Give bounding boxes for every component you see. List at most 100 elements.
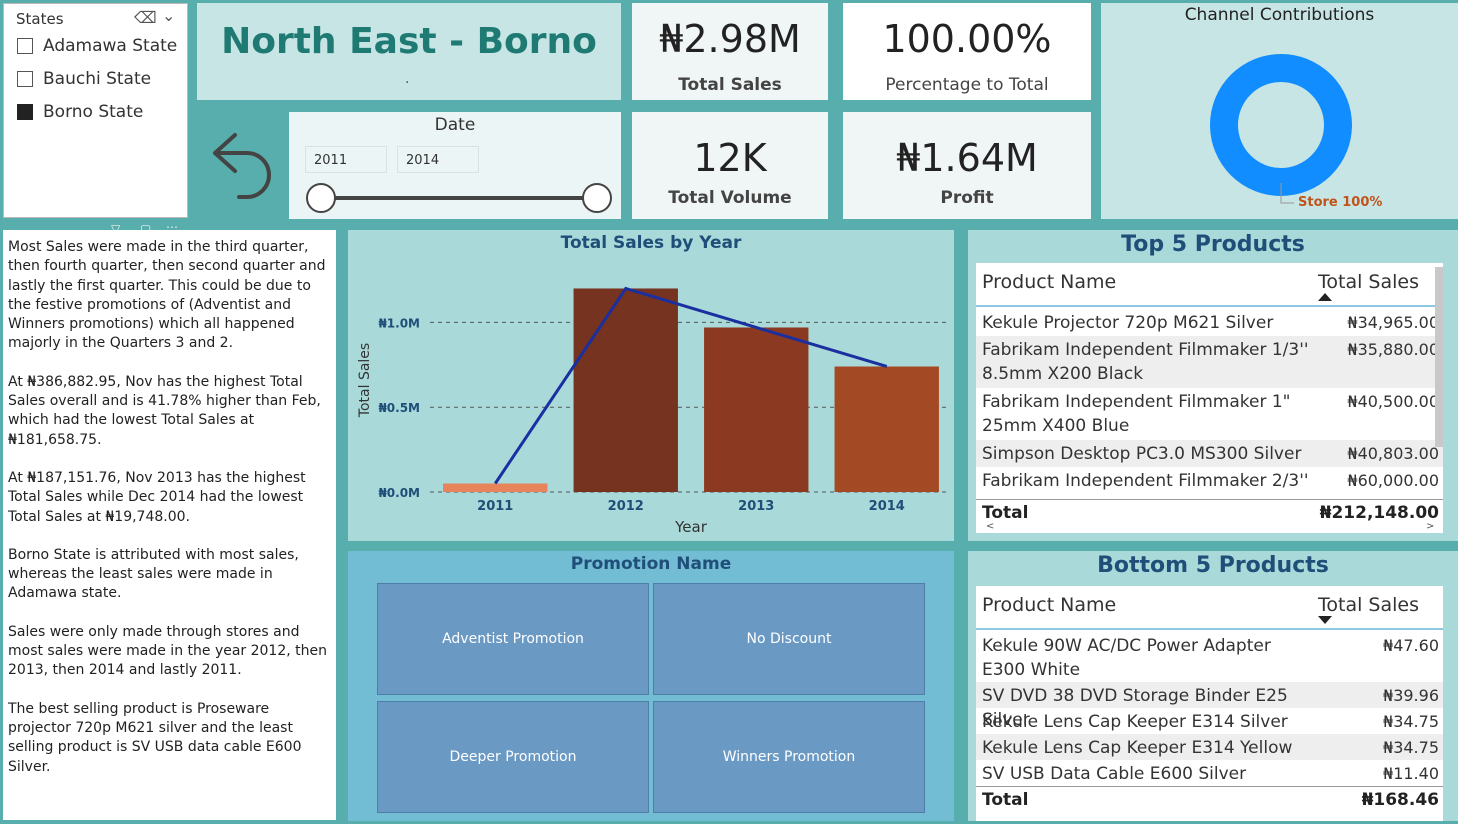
bar[interactable]: [443, 483, 548, 492]
table-header: Product Name Total Sales: [976, 263, 1443, 307]
table-body: Product Name Total Sales Kekule Projecto…: [976, 263, 1443, 533]
profit-label: Profit: [940, 188, 994, 208]
product-name-cell: Simpson Desktop PC3.0 MS300 Silver: [982, 444, 1302, 464]
bar[interactable]: [573, 288, 678, 492]
horizontal-scrollbar[interactable]: < >: [976, 521, 1443, 533]
total-value: ₦212,148.00: [1319, 503, 1439, 523]
y-tick-label: ₦0.5M: [378, 401, 420, 415]
promo-tile-winners[interactable]: Winners Promotion: [653, 701, 925, 813]
sort-ascending-icon[interactable]: [1318, 293, 1332, 301]
back-button[interactable]: [205, 125, 280, 205]
donut-slice-store[interactable]: [1210, 54, 1352, 196]
table-total-row: Total ₦168.46: [976, 786, 1443, 813]
table-row[interactable]: Kekule Lens Cap Keeper E314 Silver ₦34.7…: [976, 708, 1443, 734]
sales-cell: ₦34,965.00: [1347, 313, 1439, 332]
channel-contributions-chart: Channel Contributions Store 100%: [1101, 3, 1458, 219]
date-range-track[interactable]: [319, 196, 597, 200]
checkbox[interactable]: [17, 38, 33, 54]
sales-cell: ₦40,803.00: [1347, 444, 1439, 463]
y-axis-label: Total Sales: [357, 343, 373, 418]
scroll-right-icon[interactable]: >: [1426, 521, 1435, 532]
sort-descending-icon[interactable]: [1318, 616, 1332, 624]
sales-cell: ₦60,000.00: [1347, 471, 1439, 490]
promo-tile-deeper[interactable]: Deeper Promotion: [377, 701, 649, 813]
promotion-slicer: Promotion Name Adventist Promotion No Di…: [348, 551, 954, 821]
total-volume-card: 12K Total Volume: [632, 112, 828, 219]
donut-slice-label: Store 100%: [1298, 195, 1383, 210]
insights-text: Most Sales were made in the third quarte…: [3, 230, 336, 820]
table-row[interactable]: Fabrikam Independent Filmmaker 1/3'' 8.5…: [976, 336, 1443, 388]
percentage-value: 100.00%: [882, 17, 1052, 61]
insight-paragraph: At ₦386,882.95, Nov has the highest Tota…: [8, 373, 321, 448]
slicer-option-label: Borno State: [43, 102, 144, 122]
table-row[interactable]: Fabrikam Independent Filmmaker 2/3'' ₦60…: [976, 467, 1443, 494]
table-total-row: Total ₦212,148.00: [976, 499, 1443, 526]
eraser-icon[interactable]: ⌫: [134, 8, 157, 27]
checkbox-checked[interactable]: [17, 104, 33, 120]
filter-icon[interactable]: ▽: [111, 222, 121, 236]
product-name-cell: Fabrikam Independent Filmmaker 2/3'': [982, 471, 1309, 491]
product-name-cell: Kekule Lens Cap Keeper E314 Yellow: [982, 738, 1293, 758]
sales-cell: ₦34.75: [1383, 738, 1439, 757]
date-start-field[interactable]: 2011: [305, 146, 387, 173]
table-title: Top 5 Products: [1121, 232, 1305, 257]
date-end-field[interactable]: 2014: [397, 146, 479, 173]
table-row[interactable]: SV DVD 38 DVD Storage Binder E25 Silver …: [976, 682, 1443, 730]
sales-by-year-chart: Total Sales by Year ₦0.0M ₦0.5M ₦1.0M 2011 2…: [348, 230, 954, 541]
promotion-title: Promotion Name: [570, 554, 732, 574]
total-sales-value: ₦2.98M: [659, 17, 801, 61]
slicer-option-bauchi[interactable]: Bauchi State: [17, 67, 151, 91]
profit-value: ₦1.64M: [896, 136, 1038, 180]
focus-mode-icon[interactable]: ▢: [140, 222, 152, 236]
chart-title: Total Sales by Year: [560, 233, 742, 253]
insight-paragraph: At ₦187,151.76, Nov 2013 has the highest…: [8, 469, 306, 525]
x-tick-label: 2012: [608, 499, 644, 514]
donut-chart: [1210, 54, 1352, 204]
slicer-option-adamawa[interactable]: Adamawa State: [17, 34, 177, 58]
column-header-product[interactable]: Product Name: [982, 271, 1117, 293]
insight-paragraph: Borno State is attributed with most sale…: [8, 546, 299, 602]
promo-tile-no-discount[interactable]: No Discount: [653, 583, 925, 695]
promo-tile-adventist[interactable]: Adventist Promotion: [377, 583, 649, 695]
table-row[interactable]: SV USB Data Cable E600 Silver ₦11.40: [976, 760, 1443, 786]
x-tick-label: 2014: [869, 499, 905, 514]
percentage-label: Percentage to Total: [885, 75, 1049, 95]
product-name-cell: Fabrikam Independent Filmmaker 1/3'' 8.5…: [982, 340, 1309, 384]
sales-cell: ₦11.40: [1383, 764, 1439, 783]
slicer-option-borno[interactable]: Borno State: [17, 100, 143, 124]
bar-chart-plot: ₦0.0M ₦0.5M ₦1.0M 2011 2012 2013 2014 Year Total…: [357, 286, 948, 536]
scroll-left-icon[interactable]: <: [986, 521, 995, 532]
y-tick-label: ₦0.0M: [378, 486, 420, 500]
total-label: Total: [982, 790, 1029, 810]
date-range-end-handle[interactable]: [582, 183, 612, 213]
bar[interactable]: [704, 327, 809, 492]
column-header-sales[interactable]: Total Sales: [1318, 271, 1419, 293]
chevron-down-icon[interactable]: ⌄: [162, 6, 176, 25]
total-volume-value: 12K: [693, 136, 767, 180]
insight-paragraph: The best selling product is Proseware pr…: [8, 700, 302, 775]
total-volume-label: Total Volume: [668, 188, 792, 208]
sales-cell: ₦40,500.00: [1347, 392, 1439, 411]
sales-cell: ₦34.75: [1383, 712, 1439, 731]
column-header-sales[interactable]: Total Sales: [1318, 594, 1419, 616]
table-row[interactable]: Kekule Projector 720p M621 Silver ₦34,96…: [976, 309, 1443, 336]
total-value: ₦168.46: [1361, 790, 1439, 810]
date-range-start-handle[interactable]: [306, 183, 336, 213]
column-header-product[interactable]: Product Name: [982, 594, 1117, 616]
product-name-cell: SV DVD 38 DVD Storage Binder E25 Silver: [982, 686, 1288, 730]
back-arrow-icon: [213, 133, 271, 199]
table-row[interactable]: Kekule Lens Cap Keeper E314 Yellow ₦34.7…: [976, 734, 1443, 760]
table-row[interactable]: Simpson Desktop PC3.0 MS300 Silver ₦40,8…: [976, 440, 1443, 467]
slicer-option-label: Adamawa State: [43, 36, 178, 56]
product-name-cell: Kekule Lens Cap Keeper E314 Silver: [982, 712, 1288, 732]
series-line: [494, 286, 888, 485]
bar[interactable]: [834, 366, 939, 492]
checkbox[interactable]: [17, 71, 33, 87]
date-slicer-label: Date: [434, 115, 476, 135]
vertical-scrollbar[interactable]: [1435, 267, 1443, 447]
slicer-header: States: [16, 10, 64, 28]
insight-paragraph: Most Sales were made in the third quarte…: [8, 239, 326, 352]
sales-cell: ₦35,880.00: [1347, 340, 1439, 359]
table-row[interactable]: Fabrikam Independent Filmmaker 1" 25mm X…: [976, 388, 1443, 440]
table-row[interactable]: Kekule 90W AC/DC Power Adapter E300 Whit…: [976, 632, 1443, 682]
